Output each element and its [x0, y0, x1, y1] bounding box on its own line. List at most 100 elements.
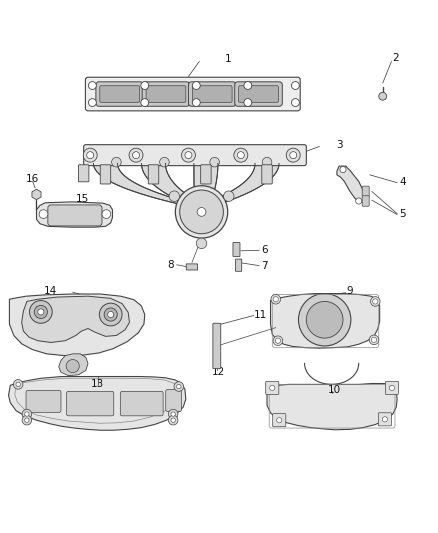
FancyBboxPatch shape [146, 86, 186, 102]
Circle shape [298, 294, 351, 346]
FancyBboxPatch shape [26, 391, 61, 413]
Circle shape [177, 384, 181, 389]
FancyBboxPatch shape [362, 196, 369, 206]
Circle shape [159, 157, 169, 167]
Text: 7: 7 [261, 261, 268, 271]
Circle shape [129, 148, 143, 162]
Polygon shape [21, 296, 130, 343]
Circle shape [99, 303, 122, 326]
Circle shape [306, 302, 343, 338]
Circle shape [234, 148, 248, 162]
FancyBboxPatch shape [78, 165, 89, 182]
Polygon shape [9, 376, 186, 430]
Polygon shape [194, 164, 218, 207]
FancyBboxPatch shape [239, 86, 279, 102]
FancyBboxPatch shape [96, 82, 144, 106]
Circle shape [356, 198, 362, 204]
Polygon shape [194, 164, 279, 207]
Text: 14: 14 [44, 286, 57, 295]
Circle shape [171, 412, 175, 416]
Circle shape [171, 418, 175, 422]
Circle shape [273, 336, 283, 345]
Text: 10: 10 [328, 385, 341, 394]
Circle shape [104, 308, 117, 321]
Circle shape [175, 185, 228, 238]
Circle shape [277, 417, 282, 423]
Circle shape [168, 409, 178, 419]
Polygon shape [141, 164, 208, 207]
Circle shape [87, 152, 94, 159]
Circle shape [25, 418, 29, 422]
Circle shape [371, 297, 380, 306]
Circle shape [169, 191, 180, 201]
Circle shape [88, 99, 96, 107]
Polygon shape [59, 354, 88, 376]
Circle shape [192, 99, 200, 107]
Circle shape [291, 99, 299, 107]
FancyBboxPatch shape [201, 165, 211, 184]
Circle shape [22, 409, 32, 419]
Text: 6: 6 [261, 245, 268, 255]
Text: 5: 5 [399, 209, 406, 219]
FancyBboxPatch shape [120, 391, 163, 416]
Polygon shape [267, 384, 397, 430]
Circle shape [237, 152, 244, 159]
Circle shape [141, 99, 149, 107]
FancyBboxPatch shape [262, 165, 272, 184]
Circle shape [16, 382, 20, 386]
Circle shape [371, 337, 377, 343]
Text: 15: 15 [76, 194, 89, 204]
Text: 1: 1 [224, 54, 231, 64]
FancyBboxPatch shape [362, 186, 369, 197]
FancyBboxPatch shape [236, 259, 242, 271]
Text: 2: 2 [392, 53, 399, 63]
Circle shape [174, 382, 184, 391]
Polygon shape [271, 294, 380, 348]
FancyBboxPatch shape [188, 82, 236, 106]
Circle shape [133, 152, 140, 159]
Circle shape [168, 415, 178, 425]
Circle shape [108, 311, 114, 318]
Circle shape [369, 335, 379, 345]
Polygon shape [337, 166, 367, 202]
FancyBboxPatch shape [84, 144, 306, 166]
Text: 13: 13 [91, 378, 104, 389]
Circle shape [262, 157, 272, 167]
Circle shape [25, 412, 29, 416]
Circle shape [22, 415, 32, 425]
FancyBboxPatch shape [48, 205, 102, 226]
Circle shape [88, 82, 96, 90]
Circle shape [291, 82, 299, 90]
FancyBboxPatch shape [100, 86, 140, 102]
Circle shape [210, 157, 219, 167]
Circle shape [276, 338, 281, 343]
Text: 3: 3 [336, 140, 343, 150]
Circle shape [223, 191, 234, 201]
Circle shape [379, 92, 387, 100]
Circle shape [197, 207, 206, 216]
FancyBboxPatch shape [186, 264, 198, 270]
Circle shape [270, 385, 275, 391]
FancyBboxPatch shape [192, 86, 232, 102]
Circle shape [13, 379, 23, 389]
Circle shape [112, 157, 121, 167]
Text: 12: 12 [212, 367, 225, 377]
Text: 4: 4 [399, 177, 406, 187]
Circle shape [340, 166, 346, 173]
FancyBboxPatch shape [166, 390, 181, 411]
Text: 8: 8 [168, 260, 174, 270]
Circle shape [373, 299, 378, 304]
FancyBboxPatch shape [233, 243, 240, 256]
Circle shape [192, 82, 200, 90]
Circle shape [196, 238, 207, 248]
FancyBboxPatch shape [100, 165, 111, 184]
Circle shape [180, 190, 223, 234]
Polygon shape [93, 164, 208, 207]
FancyBboxPatch shape [213, 323, 221, 369]
Circle shape [141, 82, 149, 90]
Text: 9: 9 [346, 286, 353, 296]
Circle shape [39, 210, 48, 219]
Circle shape [66, 359, 79, 373]
Circle shape [244, 82, 252, 90]
Circle shape [102, 210, 111, 219]
